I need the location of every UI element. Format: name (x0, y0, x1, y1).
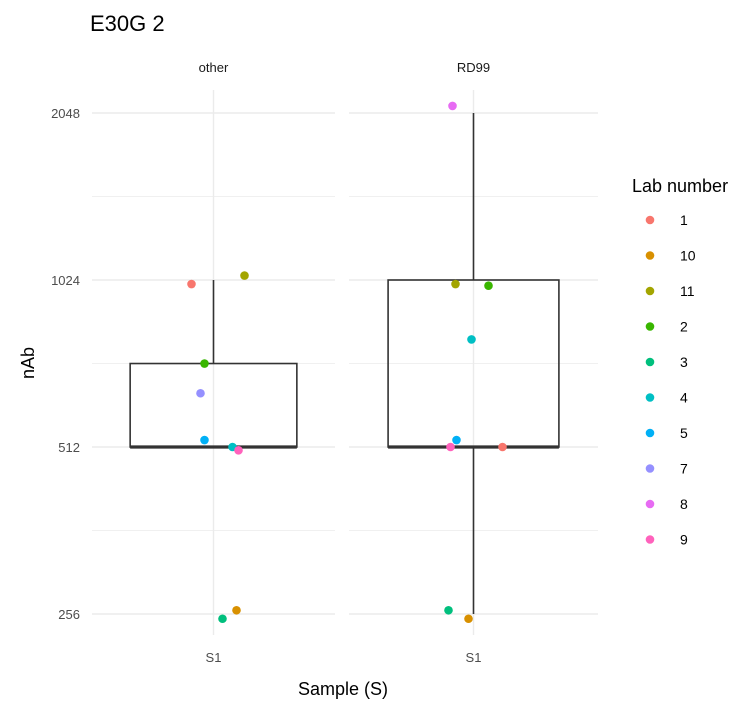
legend-key-lab-3 (645, 357, 655, 367)
legend-key-lab-11 (645, 286, 655, 296)
legend-key-lab-2 (645, 322, 655, 331)
data-point-lab-4 (467, 335, 476, 344)
data-point-lab-8 (448, 101, 457, 111)
x-tick-label: S1 (466, 650, 482, 665)
x-tick-label: S1 (206, 650, 222, 665)
panels: other S1 RD99 S1 (92, 60, 598, 665)
panel-other: other S1 (92, 60, 335, 665)
data-point-lab-3 (218, 614, 227, 624)
chart-title: E30G 2 (90, 11, 165, 36)
legend-label: 2 (680, 319, 688, 335)
y-tick-label: 2048 (51, 106, 80, 121)
x-axis-label: Sample (S) (298, 679, 388, 699)
data-point-lab-1 (498, 442, 507, 452)
legend-key-lab-4 (645, 393, 655, 402)
data-point-lab-10 (232, 605, 241, 615)
legend-label: 11 (680, 283, 695, 299)
legend-key-lab-10 (645, 251, 655, 260)
legend-label: 1 (680, 212, 688, 228)
data-point-lab-10 (464, 614, 473, 624)
legend-key-lab-1 (645, 215, 655, 225)
legend-key-lab-9 (645, 535, 655, 544)
legend-key-lab-5 (645, 428, 655, 438)
data-point-lab-2 (484, 281, 493, 291)
legend-label: 7 (680, 461, 688, 477)
legend-title: Lab number (632, 176, 728, 196)
data-point-lab-1 (187, 279, 196, 289)
data-point-lab-11 (240, 271, 249, 280)
legend-label: 5 (680, 425, 688, 441)
legend-key-lab-8 (645, 499, 655, 509)
data-point-lab-7 (196, 388, 205, 398)
panel-rd99: RD99 S1 (349, 60, 598, 665)
y-axis-label: nAb (18, 347, 38, 379)
legend-label: 8 (680, 496, 688, 512)
data-point-lab-2 (200, 359, 209, 368)
facet-label-rd99: RD99 (457, 60, 490, 75)
y-tick-label: 1024 (51, 273, 80, 288)
facet-label-other: other (199, 60, 229, 75)
y-tick-label: 512 (58, 440, 80, 455)
data-point-lab-5 (452, 435, 461, 445)
data-point-lab-9 (234, 446, 243, 455)
legend-key-lab-7 (645, 464, 655, 473)
legend-label: 10 (680, 248, 696, 264)
legend: Lab number 1 10 11 2 3 4 5 7 8 9 (632, 176, 728, 548)
data-point-lab-11 (451, 279, 460, 289)
data-point-lab-3 (444, 605, 453, 615)
legend-label: 9 (680, 532, 688, 548)
y-axis: 256 512 1024 2048 (51, 106, 80, 622)
data-point-lab-9 (446, 442, 455, 452)
y-tick-label: 256 (58, 607, 80, 622)
data-point-lab-5 (200, 435, 209, 445)
legend-label: 4 (680, 390, 688, 406)
legend-label: 3 (680, 354, 688, 370)
